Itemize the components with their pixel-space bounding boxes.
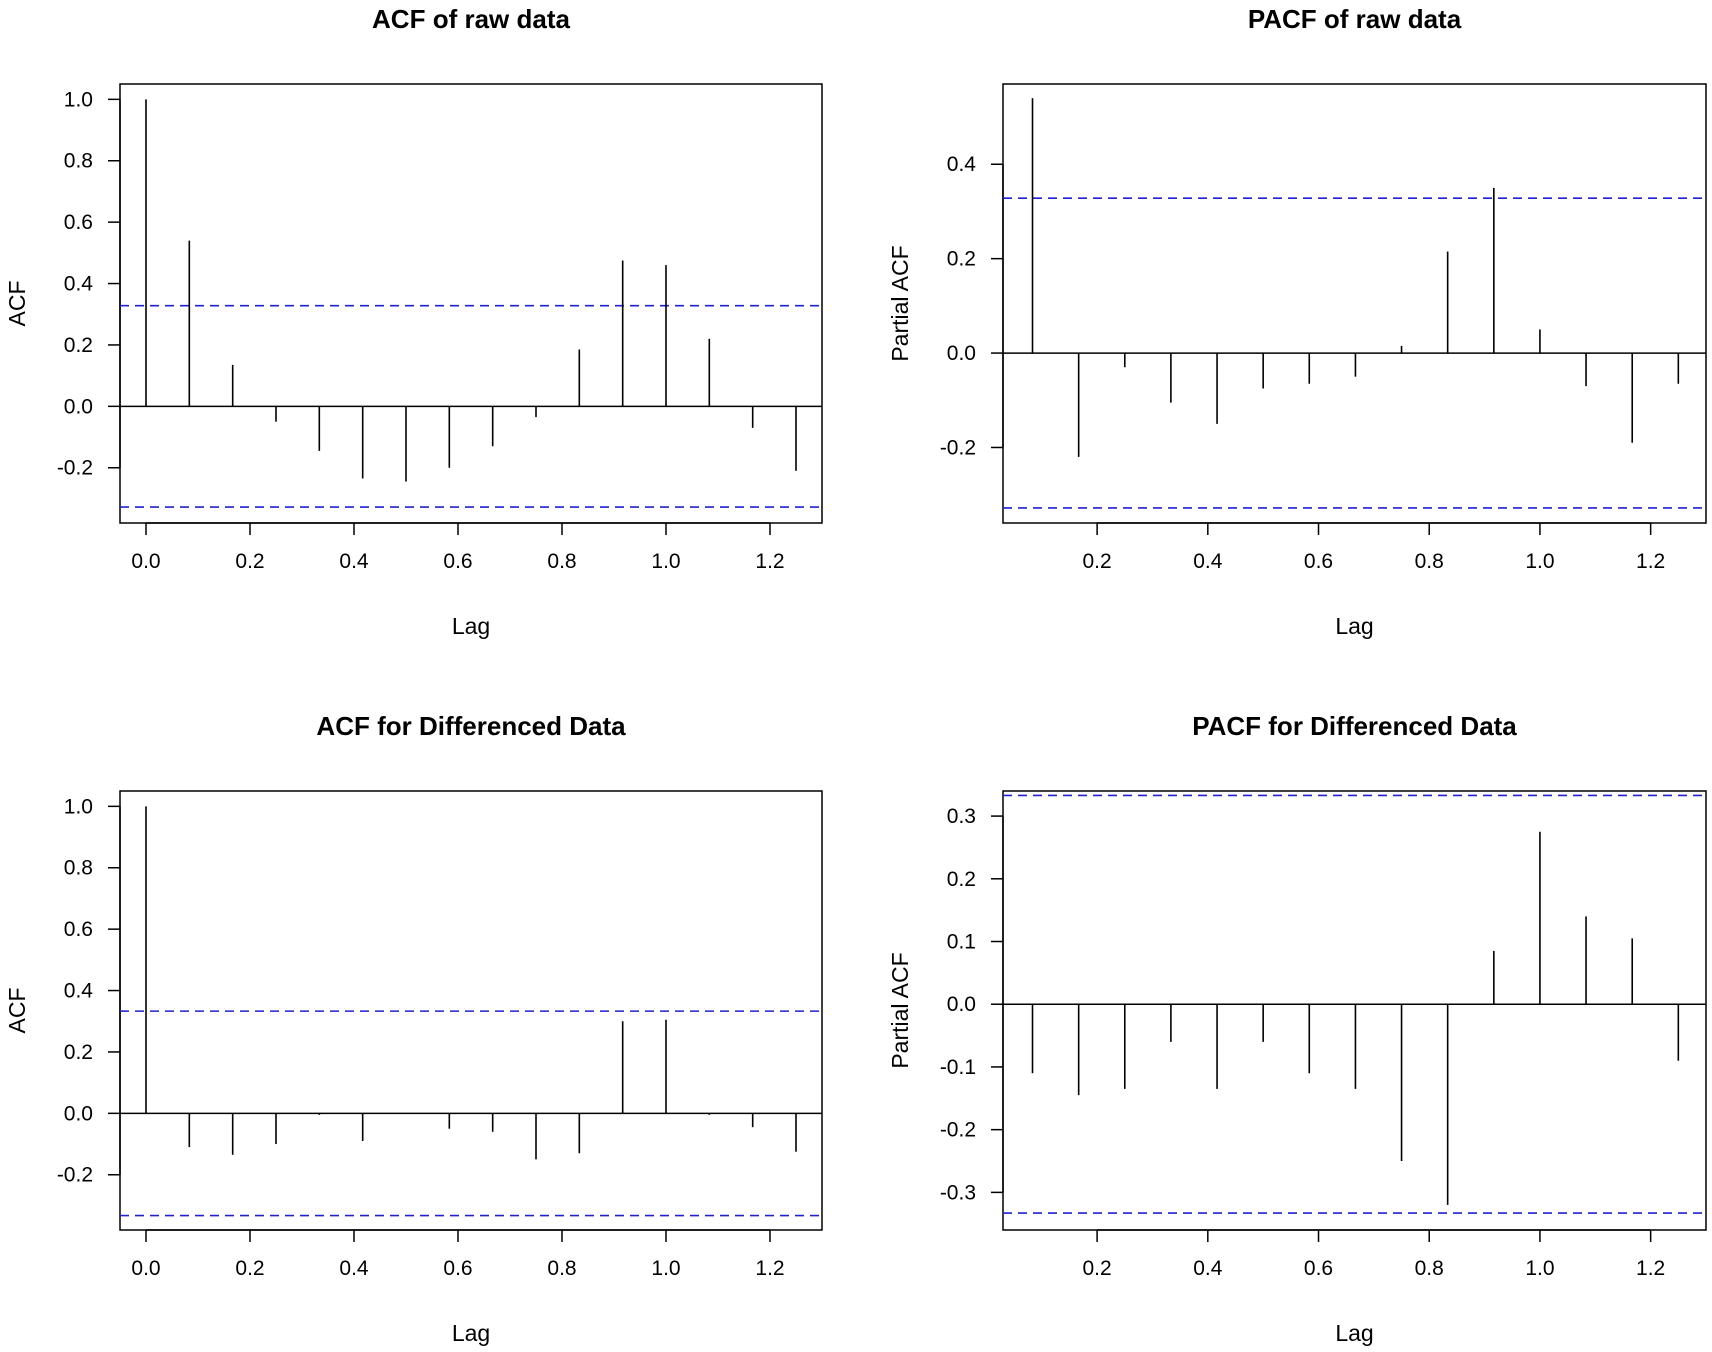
x-axis-title: Lag [1335,613,1373,639]
y-axis-title: ACF [4,988,30,1034]
y-tick-label: 0.0 [64,1102,93,1125]
x-tick-label: 0.2 [1083,1257,1112,1280]
x-tick-label: 0.2 [1083,550,1112,573]
y-axis-title: Partial ACF [887,245,913,361]
x-tick-label: 0.0 [131,550,160,573]
x-tick-label: 1.2 [755,1257,784,1280]
plot-frame [1002,83,1707,524]
x-tick-label: 1.2 [1636,1257,1665,1280]
panel-pacf-of-raw-data: PACF of raw data 0.2 0.4 0.6 0.8 1.0 1.2 Lag -0.… [887,4,1707,639]
y-tick-label: 0.4 [64,980,94,1003]
y-tick-label: 1.0 [64,88,93,111]
x-tick-label: 0.2 [235,1257,264,1280]
x-tick-label: 1.0 [1525,550,1554,573]
y-tick-label: 0.1 [947,931,976,954]
panel-acf-for-differenced-data: ACF for Differenced Data 0.0 0.2 0.4 0.6 0.8 1… [4,711,823,1346]
plot-frame [1002,790,1707,1231]
y-tick-label: 0.4 [947,153,977,176]
y-tick-label: 0.6 [64,918,93,941]
x-tick-label: 1.2 [1636,550,1665,573]
x-tick-label: 0.6 [443,550,472,573]
y-tick-label: 0.2 [947,248,976,271]
x-axis-title: Lag [1335,1320,1373,1346]
x-tick-label: 0.4 [1193,1257,1223,1280]
chart-title: PACF for Differenced Data [1192,711,1517,741]
x-tick-label: 0.2 [235,550,264,573]
y-tick-label: -0.2 [57,457,93,480]
y-tick-label: 0.4 [64,273,94,296]
x-tick-label: 0.4 [339,1257,369,1280]
x-tick-label: 0.4 [1193,550,1223,573]
chart-title: ACF for Differenced Data [316,711,626,741]
y-axis-title: Partial ACF [887,952,913,1068]
y-tick-label: 1.0 [64,795,93,818]
x-tick-label: 0.8 [547,1257,576,1280]
y-tick-label: -0.2 [940,1119,976,1142]
x-axis-title: Lag [452,1320,490,1346]
x-tick-label: 1.2 [755,550,784,573]
panel-pacf-for-differenced-data: PACF for Differenced Data 0.2 0.4 0.6 0.8 1.0… [887,711,1707,1346]
y-tick-label: 0.8 [64,857,93,880]
panel-acf-of-raw-data: ACF of raw data 0.0 0.2 0.4 0.6 0.8 1.0 1.2 Lag -… [4,4,823,639]
y-tick-label: -0.3 [940,1181,976,1204]
x-tick-label: 0.6 [443,1257,472,1280]
y-tick-label: 0.8 [64,150,93,173]
x-axis-title: Lag [452,613,490,639]
y-tick-label: 0.0 [947,342,976,365]
x-tick-label: 1.0 [651,550,680,573]
x-tick-label: 1.0 [1525,1257,1554,1280]
chart-title: ACF of raw data [372,4,570,34]
x-tick-label: 0.0 [131,1257,160,1280]
y-tick-label: 0.3 [947,805,976,828]
y-tick-label: 0.6 [64,211,93,234]
chart-title: PACF of raw data [1248,4,1462,34]
x-tick-label: 1.0 [651,1257,680,1280]
x-tick-label: 0.8 [1415,550,1444,573]
y-tick-label: 0.0 [947,993,976,1016]
x-tick-label: 0.4 [339,550,369,573]
y-tick-label: 0.0 [64,395,93,418]
x-tick-label: 0.8 [1415,1257,1444,1280]
plot-frame [119,83,823,524]
x-tick-label: 0.8 [547,550,576,573]
y-tick-label: -0.1 [940,1056,976,1079]
y-axis-title: ACF [4,281,30,327]
y-tick-label: -0.2 [940,436,976,459]
y-tick-label: 0.2 [64,1041,93,1064]
y-tick-label: -0.2 [57,1164,93,1187]
x-tick-label: 0.6 [1304,1257,1333,1280]
x-tick-label: 0.6 [1304,550,1333,573]
y-tick-label: 0.2 [947,868,976,891]
y-tick-label: 0.2 [64,334,93,357]
